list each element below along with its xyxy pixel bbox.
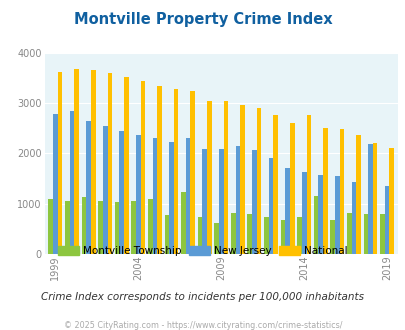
Bar xyxy=(65,201,70,254)
Bar xyxy=(230,213,235,254)
Bar xyxy=(367,144,372,254)
Bar xyxy=(102,126,107,254)
Bar xyxy=(86,121,91,254)
Text: Montville Property Crime Index: Montville Property Crime Index xyxy=(73,12,332,26)
Bar xyxy=(268,158,273,254)
Bar xyxy=(190,91,194,254)
Bar xyxy=(173,89,178,254)
Bar xyxy=(152,138,157,254)
Bar xyxy=(289,123,294,254)
Bar xyxy=(296,217,301,254)
Bar xyxy=(70,111,74,254)
Bar xyxy=(119,131,124,254)
Bar xyxy=(301,172,306,254)
Legend: Montville Township, New Jersey, National: Montville Township, New Jersey, National xyxy=(54,242,351,260)
Bar xyxy=(202,149,207,254)
Bar xyxy=(81,197,86,254)
Bar xyxy=(273,115,277,254)
Bar xyxy=(147,199,152,254)
Bar xyxy=(372,143,377,254)
Bar xyxy=(207,101,211,254)
Bar xyxy=(131,201,136,254)
Bar xyxy=(136,135,140,254)
Bar xyxy=(384,186,388,254)
Bar xyxy=(346,213,351,254)
Bar xyxy=(58,72,62,254)
Bar xyxy=(322,128,327,254)
Bar xyxy=(197,217,202,254)
Bar xyxy=(280,220,285,254)
Bar xyxy=(330,220,334,254)
Bar xyxy=(334,176,339,254)
Bar xyxy=(74,69,79,254)
Bar xyxy=(351,182,355,254)
Bar xyxy=(181,192,185,254)
Bar xyxy=(115,202,119,254)
Bar xyxy=(313,196,318,254)
Bar xyxy=(263,217,268,254)
Bar xyxy=(235,146,240,254)
Bar xyxy=(48,199,53,254)
Bar xyxy=(318,175,322,254)
Bar xyxy=(140,81,145,254)
Bar xyxy=(53,114,58,254)
Bar xyxy=(339,129,343,254)
Bar xyxy=(218,149,223,254)
Bar xyxy=(164,215,169,254)
Bar xyxy=(362,214,367,254)
Bar xyxy=(306,115,310,254)
Bar xyxy=(256,108,261,254)
Text: Crime Index corresponds to incidents per 100,000 inhabitants: Crime Index corresponds to incidents per… xyxy=(41,292,364,302)
Bar xyxy=(214,223,218,254)
Bar xyxy=(107,73,112,254)
Text: © 2025 CityRating.com - https://www.cityrating.com/crime-statistics/: © 2025 CityRating.com - https://www.city… xyxy=(64,321,341,330)
Bar xyxy=(98,201,102,254)
Bar xyxy=(388,148,393,254)
Bar xyxy=(355,135,360,254)
Bar xyxy=(240,105,244,254)
Bar xyxy=(252,150,256,254)
Bar xyxy=(91,70,95,254)
Bar xyxy=(285,168,289,254)
Bar xyxy=(185,138,190,254)
Bar xyxy=(379,214,384,254)
Bar xyxy=(157,86,162,254)
Bar xyxy=(169,142,173,254)
Bar xyxy=(223,101,228,254)
Bar xyxy=(124,77,128,254)
Bar xyxy=(247,214,252,254)
